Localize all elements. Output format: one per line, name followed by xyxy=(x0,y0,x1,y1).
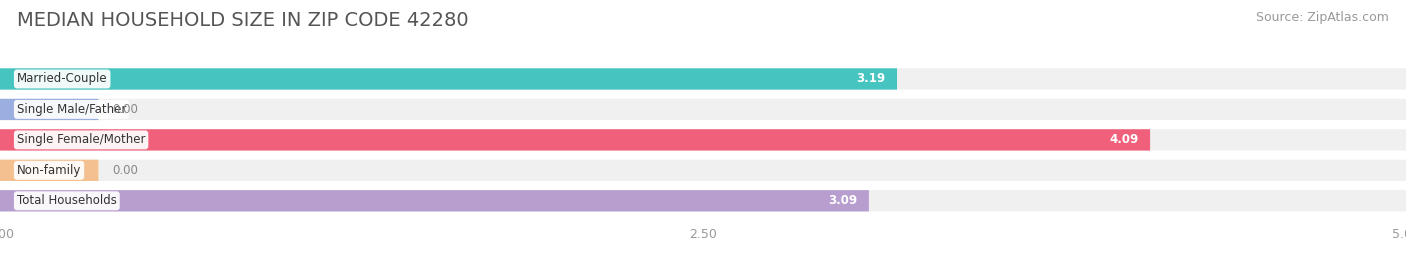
Text: 4.09: 4.09 xyxy=(1109,133,1139,146)
Text: Married-Couple: Married-Couple xyxy=(17,72,107,86)
FancyBboxPatch shape xyxy=(0,99,1406,120)
Text: 3.09: 3.09 xyxy=(828,194,858,207)
FancyBboxPatch shape xyxy=(0,99,98,120)
Text: Total Households: Total Households xyxy=(17,194,117,207)
FancyBboxPatch shape xyxy=(0,160,98,181)
FancyBboxPatch shape xyxy=(0,190,1406,211)
FancyBboxPatch shape xyxy=(0,129,1150,151)
FancyBboxPatch shape xyxy=(0,160,1406,181)
FancyBboxPatch shape xyxy=(0,129,1406,151)
FancyBboxPatch shape xyxy=(0,68,1406,90)
Text: 3.19: 3.19 xyxy=(856,72,886,86)
Text: Single Female/Mother: Single Female/Mother xyxy=(17,133,145,146)
FancyBboxPatch shape xyxy=(0,190,869,211)
Text: MEDIAN HOUSEHOLD SIZE IN ZIP CODE 42280: MEDIAN HOUSEHOLD SIZE IN ZIP CODE 42280 xyxy=(17,11,468,30)
Text: 0.00: 0.00 xyxy=(112,103,138,116)
FancyBboxPatch shape xyxy=(0,68,897,90)
Text: 0.00: 0.00 xyxy=(112,164,138,177)
Text: Source: ZipAtlas.com: Source: ZipAtlas.com xyxy=(1256,11,1389,24)
Text: Single Male/Father: Single Male/Father xyxy=(17,103,127,116)
Text: Non-family: Non-family xyxy=(17,164,82,177)
